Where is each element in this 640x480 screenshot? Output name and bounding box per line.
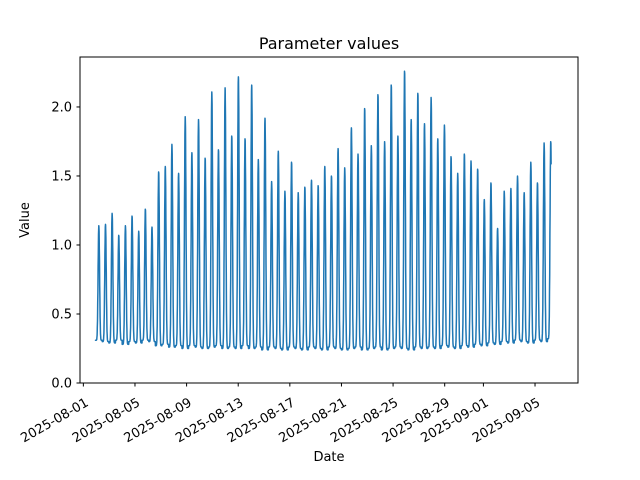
y-tick-label: 0.0 <box>51 377 72 392</box>
y-tick-label: 0.5 <box>51 307 72 322</box>
x-axis-label: Date <box>313 450 344 465</box>
y-tick-label: 1.5 <box>51 169 72 184</box>
y-tick-label: 1.0 <box>51 238 72 253</box>
y-tick-label: 2.0 <box>51 100 72 115</box>
chart-title: Parameter values <box>259 34 399 53</box>
series-line <box>94 70 552 351</box>
y-axis-label: Value <box>18 202 33 238</box>
axes-spines <box>79 56 579 384</box>
